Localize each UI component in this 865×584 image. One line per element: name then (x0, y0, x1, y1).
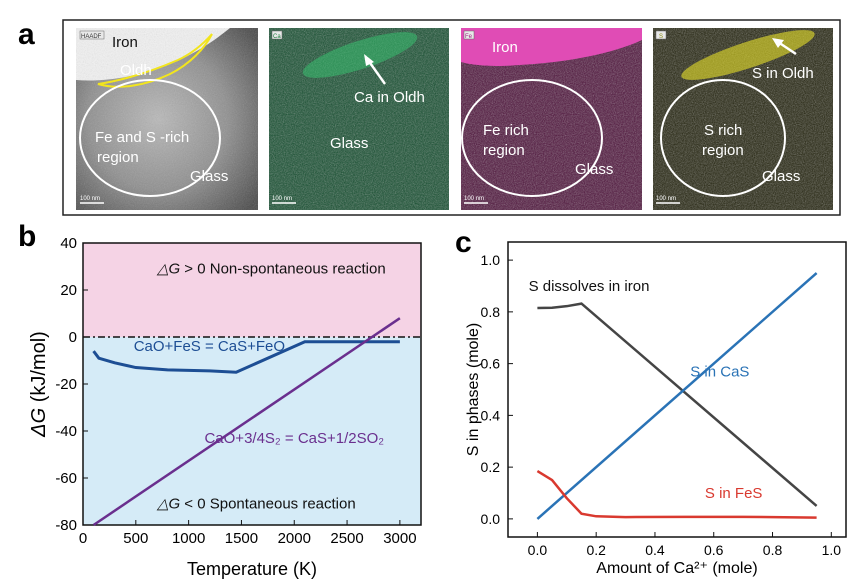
scale-label: 100 nm (464, 196, 484, 202)
y-tick-label: 0.6 (481, 356, 501, 372)
glass-label: Glass (330, 135, 368, 152)
ca-badge (271, 30, 283, 40)
iron-label: Iron (492, 39, 518, 56)
ca-map-image: Ca Ca in Oldh Glass 100 nm (269, 28, 449, 210)
series-label-s-fes: S in FeS (705, 485, 763, 502)
oldh-outline (97, 33, 213, 88)
region-circle (461, 79, 603, 197)
y-tick-label: -40 (55, 423, 77, 440)
y-tick-label: 1.0 (481, 252, 501, 268)
chart-b-axes: 0 500 1000 1500 2000 2500 3000 40 20 0 -20 -40 -60 -8… (55, 235, 422, 547)
x-tick-label: 0.8 (763, 542, 783, 558)
chart-c-series (536, 272, 818, 520)
region-label-line2: region (702, 142, 744, 159)
x-tick-label: 0.2 (586, 542, 606, 558)
region-label-line1: Fe and S -rich (95, 129, 189, 146)
x-tick-label: 0.6 (704, 542, 724, 558)
panel-c-letter: c (455, 226, 472, 259)
region-label-line2: region (97, 149, 139, 166)
haadf-badge-text: HAADF (81, 34, 102, 40)
scale-label: 100 nm (80, 196, 100, 202)
series-line-1 (536, 272, 818, 520)
panel-c: c 0.0 0.2 0.4 0.6 0.8 1.0 0.0 0.2 0.4 0.6 0.8 1.0 S… (455, 226, 847, 577)
x-tick-label: 2000 (278, 530, 311, 547)
haadf-badge (79, 30, 105, 40)
y-tick-label: 20 (60, 282, 77, 299)
region-fill-0 (83, 243, 421, 337)
chart-b-regions (83, 243, 421, 525)
glass-label: Glass (190, 168, 228, 185)
y-tick-label: 0.4 (481, 407, 501, 423)
y-tick-label: -60 (55, 470, 77, 487)
y-tick-label: 0.2 (481, 459, 501, 475)
arrowhead-icon (364, 54, 374, 66)
oldh-label: Oldh (120, 62, 152, 79)
s-map-image: S S in Oldh S rich region Glass 100 nm (653, 28, 833, 210)
panel-b-letter: b (18, 220, 36, 253)
x-tick-label: 1.0 (822, 542, 842, 558)
y-tick-label: 0.0 (481, 511, 501, 527)
s-badge-text: S (659, 34, 663, 40)
arrowhead-icon (772, 38, 784, 48)
s-in-oldh-label: S in Oldh (752, 65, 814, 82)
nonspontaneous-label: △G > 0 Non-spontaneous reaction (156, 261, 386, 278)
glass-label: Glass (575, 161, 613, 178)
fe-badge-text: Fe (465, 34, 473, 40)
series-label-s-cas: S in CaS (690, 364, 749, 381)
x-tick-label: 3000 (383, 530, 416, 547)
scale-label: 100 nm (272, 196, 292, 202)
x-tick-label: 2500 (330, 530, 363, 547)
panel-a-frame (62, 19, 841, 216)
region-circle (660, 79, 786, 197)
fe-map-image: Fe Iron Fe rich region Glass 100 nm (461, 28, 642, 210)
region-label-line2: region (483, 142, 525, 159)
region-label-line1: S rich (704, 122, 742, 139)
ca-in-oldh-label: Ca in Oldh (354, 89, 425, 106)
panel-a-letter: a (18, 18, 35, 51)
y-tick-label: -80 (55, 517, 77, 534)
y-tick-label: 40 (60, 235, 77, 252)
x-axis-label: Temperature (K) (187, 559, 317, 579)
fe-badge (463, 30, 475, 40)
iron-label: Iron (112, 34, 138, 51)
chart-c-axes: 0.0 0.2 0.4 0.6 0.8 1.0 0.0 0.2 0.4 0.6 0.8 1.0 (481, 241, 847, 558)
plot-frame (507, 241, 847, 538)
glass-label: Glass (762, 168, 800, 185)
series-label-cao-fes: CaO+FeS = CaS+FeO (134, 338, 285, 355)
ca-badge-text: Ca (273, 34, 281, 40)
s-badge (655, 30, 667, 40)
series-line-0 (92, 340, 400, 374)
haadf-image: HAADF Iron Oldh Fe and S -rich region Gl… (76, 28, 258, 210)
chart-b-series (92, 317, 401, 527)
series-label-s-iron: S dissolves in iron (529, 278, 650, 295)
y-axis-label: ΔG (kJ/mol) (28, 331, 50, 438)
series-line-0 (537, 302, 818, 507)
x-tick-label: 0.4 (645, 542, 665, 558)
scale-label: 100 nm (656, 196, 676, 202)
series-line-2 (536, 469, 817, 519)
y-tick-label: -20 (55, 376, 77, 393)
spontaneous-label: △G < 0 Spontaneous reaction (156, 496, 356, 513)
series-line-1 (92, 317, 401, 527)
region-label-line1: Fe rich (483, 122, 529, 139)
x-tick-label: 0 (79, 530, 87, 547)
panel-a: a HAADF Iron Oldh Fe and S -rich region … (18, 18, 841, 216)
panel-b: b 0 500 1000 1500 2000 2500 3000 40 20 0 -20 -40 -60… (18, 220, 422, 579)
x-axis-label: Amount of Ca²⁺ (mole) (596, 560, 757, 577)
y-tick-label: 0.8 (481, 304, 501, 320)
y-tick-label: 0 (69, 329, 77, 346)
x-tick-label: 1500 (225, 530, 258, 547)
x-tick-label: 0.0 (528, 542, 548, 558)
x-tick-label: 1000 (172, 530, 205, 547)
series-label-cao-s2: CaO+3/4S₂ = CaS+1/2SO₂ (204, 430, 384, 447)
y-axis-label: S in phases (mole) (465, 323, 482, 456)
arrow-icon (366, 59, 387, 85)
region-circle (79, 79, 221, 197)
x-tick-label: 500 (123, 530, 148, 547)
